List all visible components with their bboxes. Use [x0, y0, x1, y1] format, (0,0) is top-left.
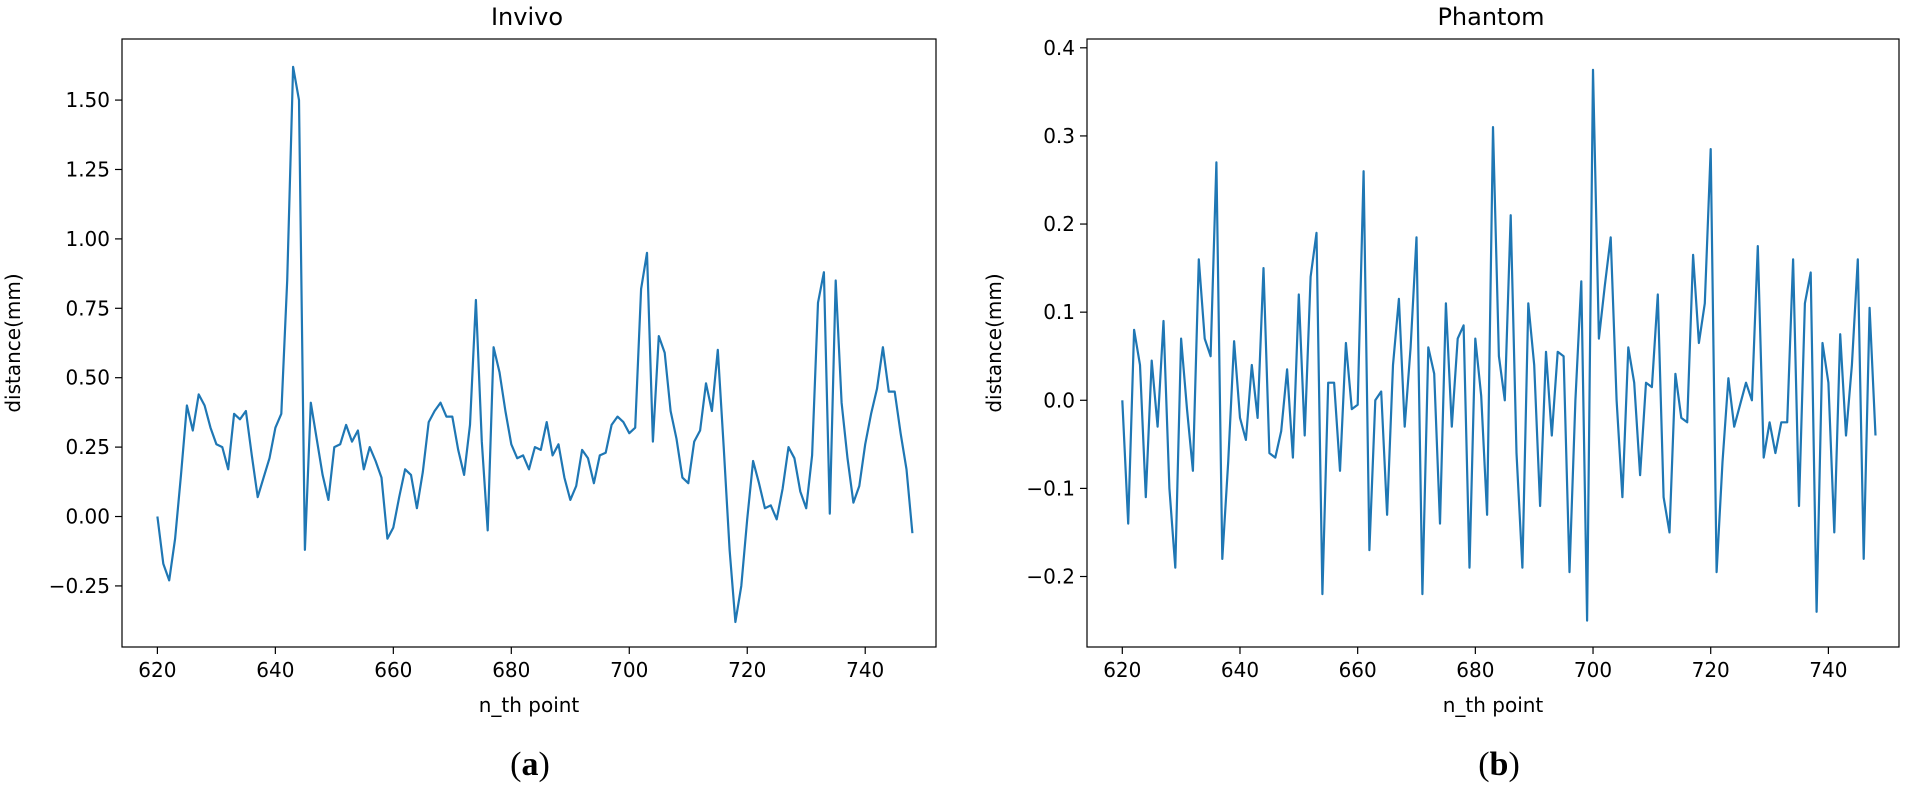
y-tick-label: −0.25 [49, 574, 110, 598]
x-tick-label: 740 [846, 658, 884, 682]
x-tick-label: 620 [138, 658, 176, 682]
x-axis-label: n_th point [1443, 693, 1544, 717]
series-line-invivo [156, 65, 914, 624]
x-tick-label: 640 [1221, 658, 1259, 682]
x-tick-label: 680 [1456, 658, 1494, 682]
x-tick-label: 700 [1574, 658, 1612, 682]
x-tick-label: 720 [1692, 658, 1730, 682]
panel-label-b: (b) [1478, 746, 1520, 783]
chart-title: Invivo [491, 3, 563, 31]
y-tick-label: 0.75 [65, 296, 110, 320]
y-axis-label: distance(mm) [982, 273, 1006, 412]
chart-title: Phantom [1437, 3, 1544, 31]
y-tick-label: 0.25 [65, 435, 110, 459]
y-axis-label: distance(mm) [1, 273, 25, 412]
y-tick-label: 1.00 [65, 227, 110, 251]
plot-frame [121, 38, 937, 648]
y-tick-label: 0.50 [65, 366, 110, 390]
x-tick-label: 720 [728, 658, 766, 682]
x-tick-label: 640 [256, 658, 294, 682]
x-tick-label: 680 [492, 658, 530, 682]
chart-invivo: Invivo 620 640 660 680 700 720 740 −0.25 0.00 0.2… [1, 3, 937, 783]
x-tick-label: 620 [1103, 658, 1141, 682]
y-tick-label: 1.50 [65, 88, 110, 112]
y-tick-label: 0.4 [1043, 36, 1075, 60]
x-tick-label: 660 [1339, 658, 1377, 682]
y-tick-label: 0.2 [1043, 212, 1075, 236]
y-tick-label: 0.1 [1043, 300, 1075, 324]
plot-frame [1086, 38, 1900, 648]
panel-label-a: (a) [510, 746, 550, 783]
chart-phantom: Phantom 620 640 660 680 700 720 740 −0.2 −0.1 0.0… [982, 3, 1900, 783]
x-tick-label: 660 [374, 658, 412, 682]
axes-ticks: 620 640 660 680 700 720 740 −0.25 0.00 0.25 0.50 0.… [49, 88, 885, 682]
y-tick-label: 1.25 [65, 157, 110, 181]
axes-ticks: 620 640 660 680 700 720 740 −0.2 −0.1 0.0 0.1 0.2 0.… [1026, 36, 1847, 682]
y-tick-label: 0.3 [1043, 124, 1075, 148]
y-tick-label: 0.00 [65, 505, 110, 529]
series-line-phantom [1121, 68, 1877, 622]
y-tick-label: −0.2 [1026, 565, 1075, 589]
y-tick-label: −0.1 [1026, 476, 1075, 500]
x-tick-label: 740 [1809, 658, 1847, 682]
x-axis-label: n_th point [479, 693, 580, 717]
x-tick-label: 700 [610, 658, 648, 682]
y-tick-label: 0.0 [1043, 388, 1075, 412]
